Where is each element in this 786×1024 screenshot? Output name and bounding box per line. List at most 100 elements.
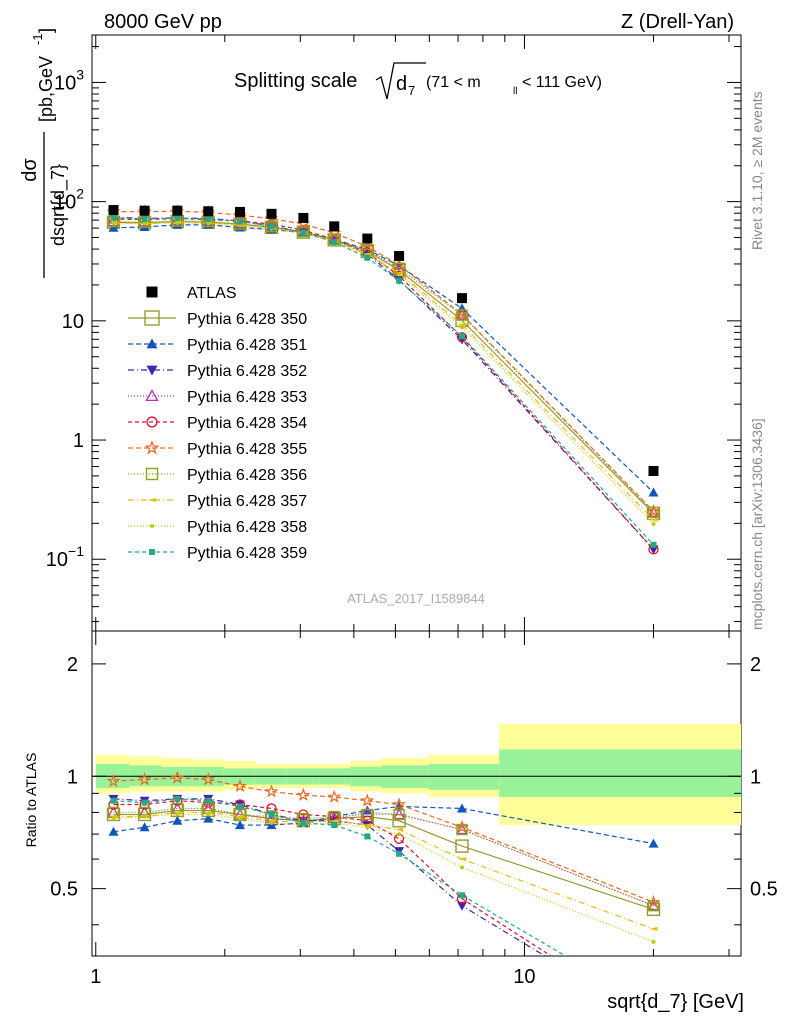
ratio-point-358 (397, 832, 402, 837)
ratio-point-353 (392, 808, 406, 820)
lower-y-tick-labels: 2 2 1 1 0.5 0.5 (50, 654, 778, 901)
legend-marker (144, 440, 160, 455)
ratio-line-354 (113, 800, 553, 956)
ylabel-denominator: dsqrt{d_7} (48, 164, 69, 246)
legend-label: Pythia 6.428 352 (187, 363, 307, 380)
series-line-357 (113, 221, 654, 521)
ratio-point-351 (456, 803, 467, 813)
lower-y-tick-label: 2 (67, 654, 78, 676)
ratio-point-359 (268, 811, 275, 818)
series-point-358 (459, 325, 464, 330)
legend-marker (148, 498, 156, 502)
atlas-point (172, 205, 183, 216)
legend-entry: Pythia 6.428 356 (128, 467, 307, 484)
lower-y-tick-label: 1 (67, 766, 78, 788)
legend-entry: Pythia 6.428 352 (128, 363, 307, 380)
series-point-358 (142, 221, 147, 226)
ratio-point-350 (392, 814, 406, 828)
x-axis-label: sqrt{d_7} [GeV] (607, 991, 744, 1013)
ratio-point-351 (648, 838, 659, 848)
axis-ticks (92, 35, 741, 956)
ratio-point-357 (109, 814, 118, 819)
atlas-point (108, 205, 119, 216)
ratio-point-351 (139, 822, 150, 832)
upper-y-tick-label: 103 (54, 66, 84, 94)
ratio-point-357 (173, 810, 182, 815)
header-left: 8000 GeV pp (104, 11, 222, 33)
upper-frame (91, 34, 742, 632)
ratio-point-356 (647, 900, 660, 912)
series-line-355 (113, 210, 654, 512)
rivet-version-label: Rivet 3.1.10, ≥ 2M events (749, 91, 765, 250)
legend-label: Pythia 6.428 355 (187, 441, 307, 458)
series-point-358 (397, 272, 402, 277)
upper-y-tick-label: 102 (54, 186, 84, 214)
ratio-line-350 (113, 809, 654, 910)
atlas-point (329, 221, 340, 232)
ratio-point-359 (300, 819, 307, 826)
series-point-358 (175, 220, 180, 225)
atlas-point (456, 293, 467, 304)
legend-label: Pythia 6.428 351 (187, 337, 307, 354)
legend: ATLAS Pythia 6.428 350 Pythia 6.428 351 Pyt… (128, 285, 307, 562)
ratio-line-359 (113, 798, 567, 956)
legend-entry: Pythia 6.428 353 (128, 389, 307, 406)
series-point-359 (236, 218, 243, 225)
title-sqrt-sign (375, 62, 426, 100)
ratio-point-355 (360, 793, 375, 807)
legend-entry: Pythia 6.428 350 (128, 310, 307, 328)
ratio-point-358 (651, 939, 656, 944)
upper-y-axis-label: dσ dsqrt{d_7} [pb,GeV -1 ] (19, 28, 69, 278)
legend-entry: Pythia 6.428 358 (128, 519, 307, 536)
series-line-358 (113, 222, 654, 525)
legend-entry: Pythia 6.428 357 (128, 493, 307, 510)
upper-series-group (106, 203, 661, 555)
ratio-point-357 (204, 810, 213, 815)
legend-marker (146, 365, 158, 376)
legend-entry: Pythia 6.428 351 (128, 337, 307, 354)
ratio-point-351 (172, 815, 183, 825)
upper-y-tick-label: 10 (62, 311, 84, 333)
ratio-point-359 (236, 803, 243, 810)
atlas-point (266, 208, 277, 219)
title-range-end: < 111 GeV) (522, 74, 602, 91)
ratio-point-350 (646, 902, 661, 917)
lower-y-tick-label: 0.5 (50, 879, 78, 901)
ratio-point-358 (111, 816, 116, 821)
series-point-357 (649, 517, 658, 522)
ratio-point-356 (456, 823, 468, 836)
legend-entry: Pythia 6.428 354 (128, 415, 307, 432)
ratio-point-352 (648, 1018, 658, 1024)
tick-base: 10 (62, 311, 84, 333)
ratio-point-355 (296, 787, 311, 802)
source-label: mcplots.cern.ch [arXiv:1306.3436] (749, 418, 765, 630)
series-point-358 (111, 221, 116, 226)
ratio-point-357 (649, 926, 658, 931)
tick-exp: 3 (76, 66, 84, 82)
legend-entry: Pythia 6.428 359 (128, 545, 307, 562)
series-point-351 (648, 487, 659, 497)
ratio-point-355 (201, 772, 216, 786)
svg-text:(71 < m: (71 < m (426, 74, 481, 91)
series-point-358 (206, 221, 211, 226)
x-tick-label: 10 (513, 966, 535, 988)
title-subscript: 7 (408, 83, 415, 98)
atlas-point (298, 212, 309, 223)
ratio-point-357 (395, 827, 404, 832)
ratio-point-357 (330, 818, 339, 823)
series-point-359 (110, 214, 117, 221)
ylabel-unit-end: ] (36, 28, 56, 33)
lower-y-tick-label-right: 0.5 (750, 879, 778, 901)
analysis-watermark: ATLAS_2017_I1589844 (347, 591, 485, 606)
series-point-359 (205, 216, 212, 223)
series-point-359 (141, 216, 148, 223)
series-point-359 (364, 254, 371, 261)
legend-label: Pythia 6.428 357 (187, 493, 307, 510)
band-inner (428, 763, 500, 790)
band-inner (499, 749, 741, 797)
ratio-point-354 (649, 1017, 658, 1024)
ratio-point-355 (233, 778, 247, 793)
title-main: Splitting scale (234, 70, 357, 92)
